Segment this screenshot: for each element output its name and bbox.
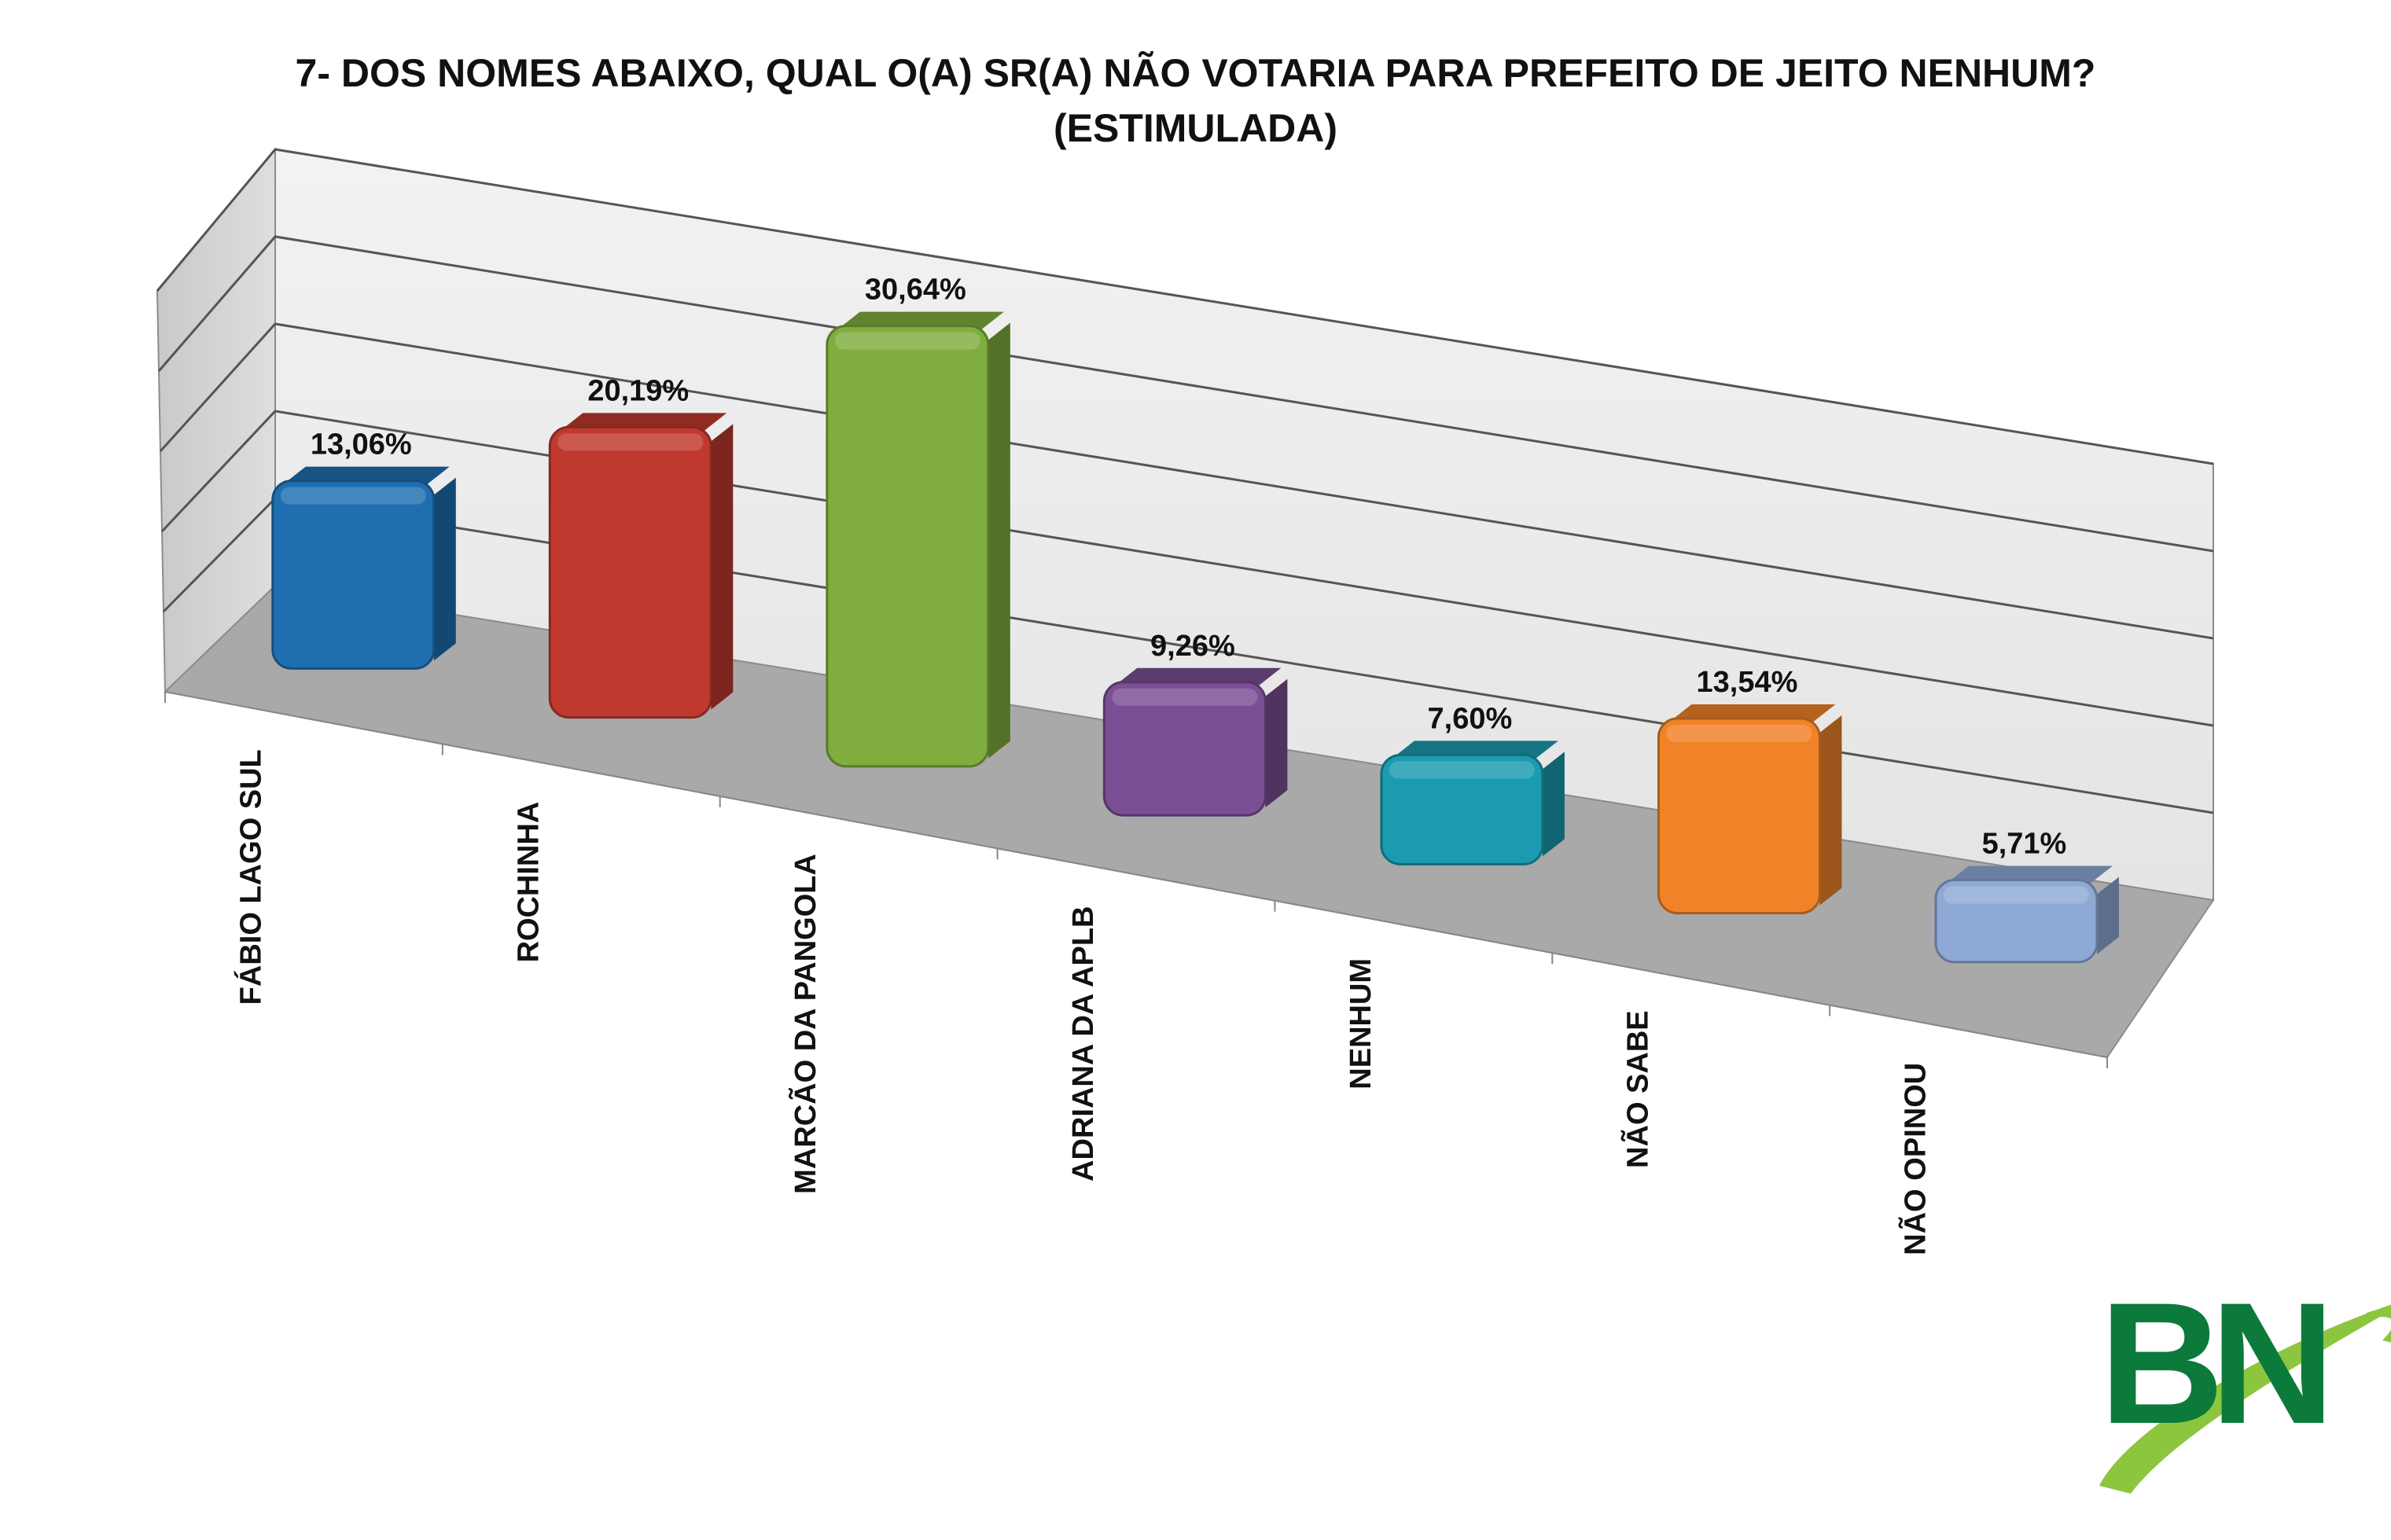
bar-highlight [1389,761,1535,779]
chart-title: 7- DOS NOMES ABAIXO, QUAL O(A) SR(A) NÃO… [0,46,2391,156]
gridline [160,410,2214,727]
chart-frame [156,147,2215,1068]
bar-4 [1380,741,1565,866]
category-label: FÁBIO LAGO SUL [233,749,267,1005]
category-label: NÃO SABE [1620,1010,1655,1168]
bar-highlight [1943,886,2089,904]
bar-side [988,322,1010,759]
value-label: 9,26% [1150,630,1235,663]
value-label: 13,06% [311,428,412,461]
bar-1 [548,413,734,719]
value-labels: 13,06% 20,19% 30,64% 9,26% 7,60% 13,54% 5,71% [311,274,2067,861]
value-label: 7,60% [1428,702,1513,735]
bar-3 [1102,667,1288,817]
bar-5 [1657,704,1842,915]
category-label: MARCÃO DA PANGOLA [788,854,822,1194]
category-labels: FÁBIO LAGO SUL ROCHINHA MARCÃO DA PANGOLA A… [233,749,1932,1255]
value-label: 20,19% [587,374,689,407]
value-label: 13,54% [1697,666,1798,699]
bar-side [711,424,734,710]
bar-highlight [1666,725,1812,743]
bar-front [1102,681,1267,817]
bar-side [1265,678,1288,808]
bar-front [826,325,990,768]
bn-logo: BN [2099,1266,2391,1494]
bar-highlight [1112,688,1258,706]
chart-bars [271,311,2119,964]
bar-side [433,477,456,661]
bar-0 [271,466,456,670]
bar-side [2096,877,2119,954]
category-label: NENHUM [1344,958,1378,1090]
gridline [157,235,2214,553]
bar-highlight [280,487,426,505]
bar-front [548,425,712,719]
logo-swoosh [2099,1304,2391,1494]
chart-subtitle: (ESTIMULADA) [1053,106,1338,150]
logo-swoosh-top [2367,1307,2391,1343]
bar-front [271,480,436,670]
bar-front [1380,753,1544,866]
bar-highlight [834,332,980,350]
category-label: NÃO OPINOU [1898,1063,1933,1255]
gridline [159,322,2214,640]
bar-6 [1934,866,2119,964]
bar-side [1819,715,1842,906]
bar-side [1542,752,1565,857]
chart-title-line: 7- DOS NOMES ABAIXO, QUAL O(A) SR(A) NÃO… [295,51,2096,95]
bar-2 [826,311,1010,768]
bar-front [1657,717,1821,915]
x-axis [164,691,2108,1058]
gridline [156,148,2214,465]
category-label: ADRIANA DA APLB [1067,906,1100,1182]
value-label: 30,64% [865,274,966,307]
bar-highlight [557,433,704,451]
logo-text: BN [2099,1266,2324,1460]
value-label: 5,71% [1982,827,2067,860]
category-label: ROCHINHA [512,802,545,963]
